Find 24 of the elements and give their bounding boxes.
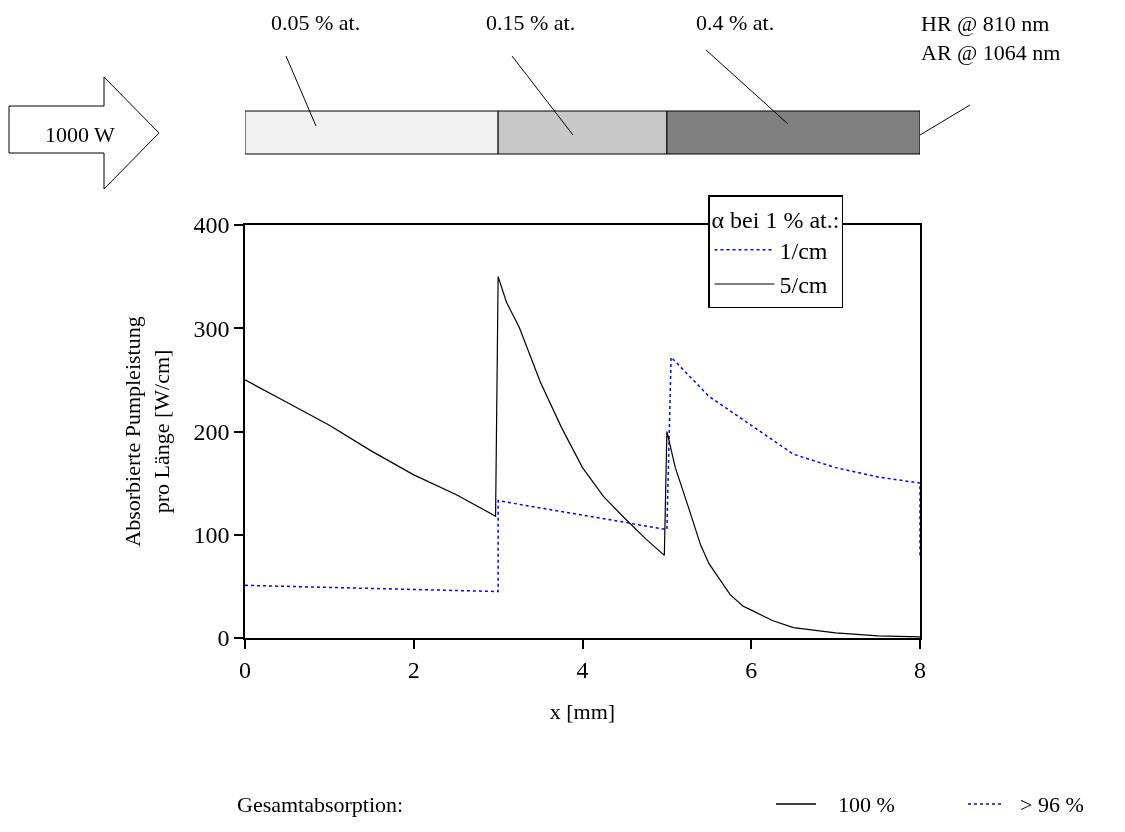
- y-tick-label: 200: [193, 418, 230, 445]
- y-tick-label: 0: [217, 625, 230, 652]
- line-series: [245, 356, 920, 593]
- text: 100 %: [838, 792, 895, 817]
- text: 0.15 % at.: [486, 10, 576, 35]
- x-tick-label: 2: [407, 656, 420, 683]
- text: > 96 %: [1020, 792, 1084, 817]
- legend-label: 1/cm: [779, 238, 828, 265]
- text: 0.05 % at.: [271, 10, 361, 35]
- text: 0.4 % at.: [696, 10, 775, 35]
- text: 1000 W: [45, 122, 116, 147]
- y-tick-label: 300: [193, 315, 230, 342]
- x-tick-label: 4: [576, 656, 589, 683]
- x-axis-title: x [mm]: [549, 698, 616, 724]
- x-tick-label: 0: [239, 656, 251, 683]
- x-tick-label: 6: [745, 656, 758, 683]
- text: HR @ 810 nm AR @ 1064 nm: [921, 11, 1061, 65]
- y-tick-label: 400: [193, 212, 230, 239]
- y-axis-title: Absorbierte Pumpleistung pro Länge [W/cm]: [120, 316, 174, 547]
- y-tick-label: 100: [193, 522, 230, 549]
- x-tick-label: 8: [914, 656, 926, 683]
- legend-label: 5/cm: [779, 272, 828, 299]
- text: Gesamtabsorption:: [237, 792, 404, 817]
- legend-title: α bei 1 % at.:: [711, 206, 840, 233]
